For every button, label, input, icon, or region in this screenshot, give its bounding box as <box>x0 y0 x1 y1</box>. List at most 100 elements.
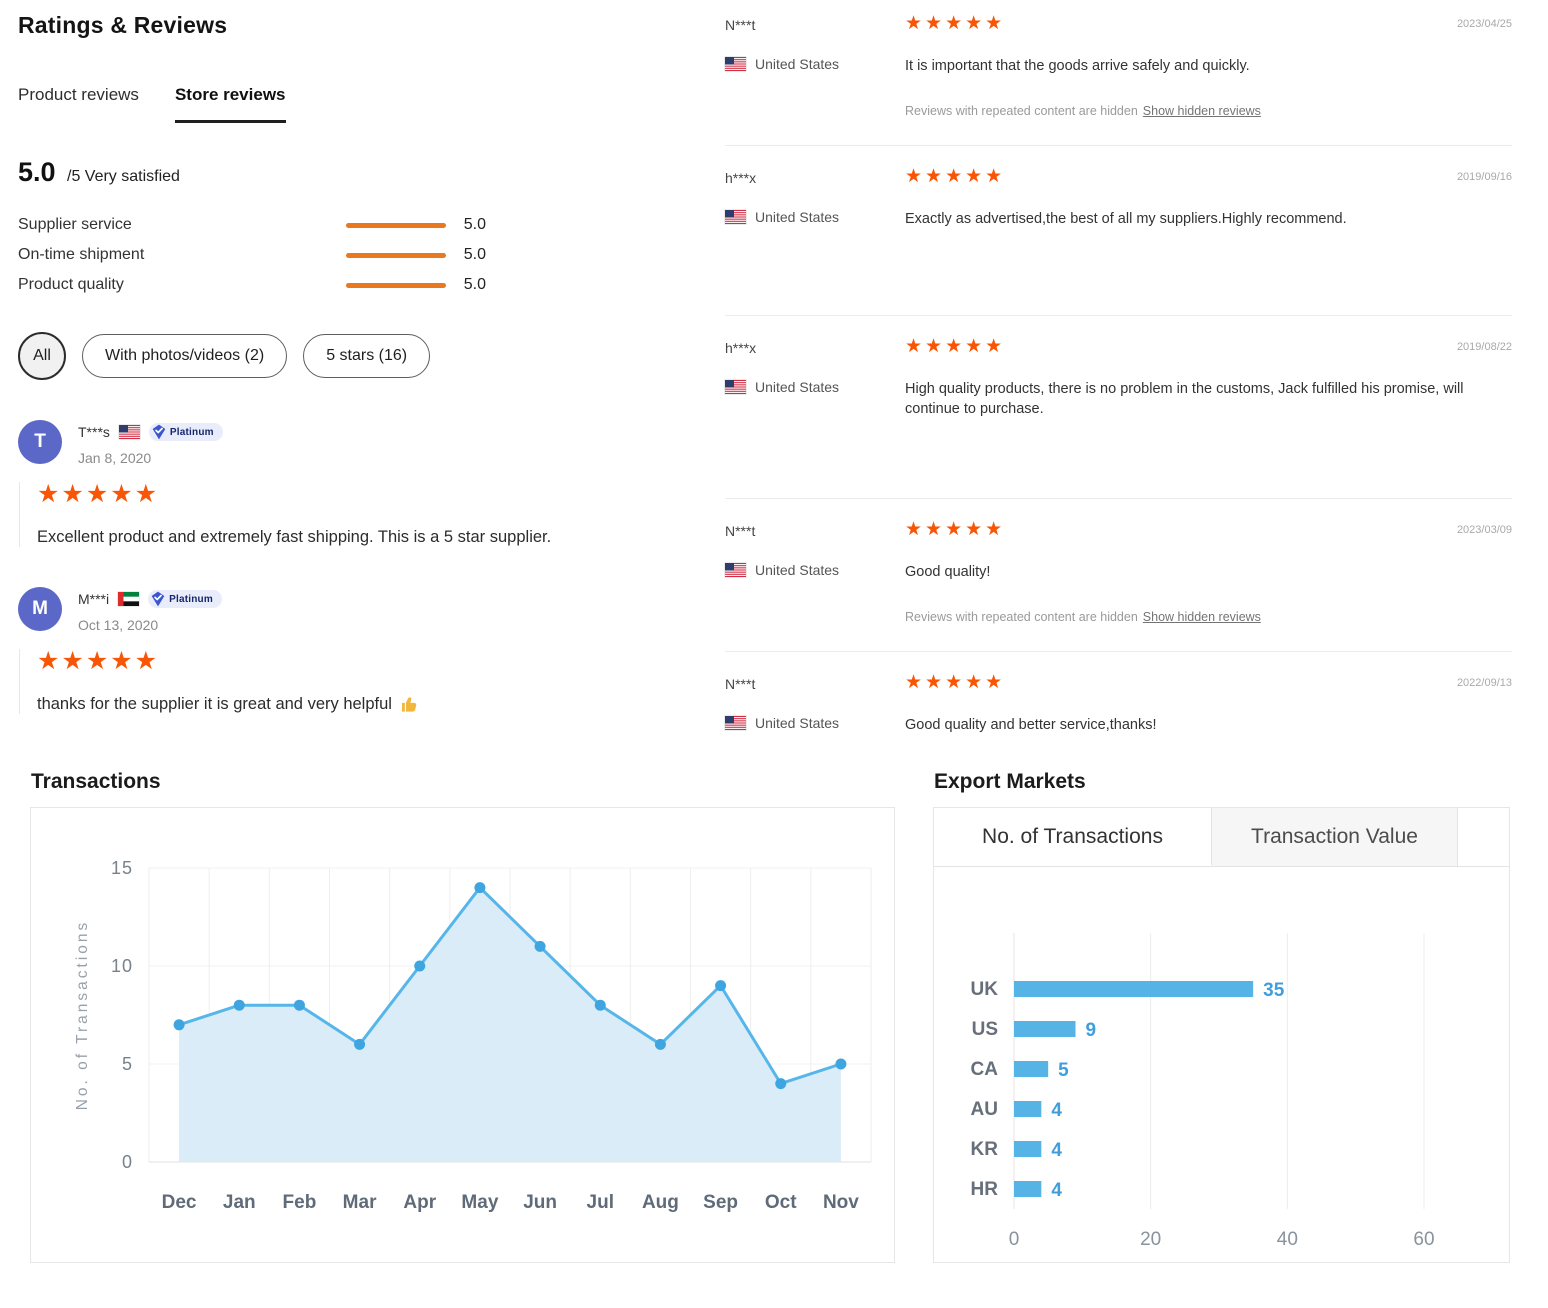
review-item: h***x ★★★★★ 2019/08/22 United States Hig… <box>725 316 1512 500</box>
review-date: 2023/04/25 <box>1456 18 1512 30</box>
svg-text:Jun: Jun <box>523 1192 557 1213</box>
hidden-reviews-note: Reviews with repeated content are hidden <box>905 104 1138 119</box>
svg-text:0: 0 <box>122 1152 133 1172</box>
svg-text:20: 20 <box>1140 1229 1161 1250</box>
svg-text:CA: CA <box>971 1059 999 1080</box>
bar-value-label: 35 <box>1263 980 1285 1001</box>
review-body: ★★★★★ Excellent product and extremely fa… <box>19 482 708 547</box>
metric-on-time-shipment: On-time shipment 5.0 <box>18 240 486 270</box>
svg-text:UK: UK <box>971 979 999 1000</box>
show-hidden-reviews-link[interactable]: Show hidden reviews <box>1142 104 1261 119</box>
bar-hr <box>1014 1181 1042 1197</box>
us-flag-icon <box>725 716 746 731</box>
review-item: T T***s Platinum Jan 8, 2020 ★★★★★ Ex <box>18 420 708 547</box>
data-point <box>173 1019 185 1031</box>
metric-supplier-service: Supplier service 5.0 <box>18 210 486 240</box>
svg-text:Oct: Oct <box>765 1192 797 1213</box>
reviewer-country-row: United States <box>725 562 905 578</box>
reviewer-name: h***x <box>725 170 757 187</box>
svg-text:40: 40 <box>1277 1229 1298 1250</box>
reviewer-country: United States <box>755 562 840 579</box>
review-text: Good quality and better service,thanks! <box>905 717 1157 734</box>
bar-uk <box>1014 981 1254 997</box>
data-point <box>233 999 245 1011</box>
data-point <box>534 940 546 952</box>
review-item: M M***i Platinum Oct 13, 2020 ★★★★★ t <box>18 587 708 714</box>
reviewer-country-row: United States <box>725 209 905 225</box>
review-date: 2023/03/09 <box>1456 524 1512 537</box>
filter-chip-photos-videos[interactable]: With photos/videos (2) <box>82 334 288 378</box>
bar-value-label: 4 <box>1051 1180 1062 1201</box>
data-point <box>715 980 727 992</box>
tab-product-reviews[interactable]: Product reviews <box>18 85 139 104</box>
transactions-plot-svg: 0 5 10 15 Dec Jan Feb Mar Apr May Jun Jul Aug Sep Oct N… <box>74 858 872 1213</box>
review-text: Excellent product and extremely fast shi… <box>37 528 708 547</box>
reviewer-name: N***t <box>725 676 756 693</box>
tab-transaction-value[interactable]: Transaction Value <box>1212 808 1458 866</box>
svg-text:US: US <box>972 1019 998 1040</box>
reviewer-country: United States <box>755 56 840 72</box>
review-date: 2019/08/22 <box>1456 340 1512 353</box>
us-flag-icon <box>725 210 746 225</box>
transactions-section: Transactions 0 5 10 15 Dec Jan Feb Mar Apr May Jun… <box>30 770 895 1263</box>
export-markets-chart: No. of Transactions Transaction Value 0 2… <box>933 807 1510 1263</box>
svg-text:AU: AU <box>971 1099 998 1120</box>
us-flag-icon <box>118 425 140 439</box>
ratings-panel: Ratings & Reviews Product reviews Store … <box>18 12 708 714</box>
us-flag-icon <box>725 57 746 71</box>
review-header: M M***i Platinum Oct 13, 2020 <box>18 587 708 633</box>
review-item: N***t ★★★★★ 2023/03/09 United States Goo… <box>725 499 1512 653</box>
data-point <box>414 960 426 972</box>
review-date: Jan 8, 2020 <box>78 450 152 466</box>
bar-value-label: 5 <box>1058 1060 1069 1081</box>
hidden-reviews-row: Reviews with repeated content are hidden… <box>905 104 1512 118</box>
filter-chip-5-stars[interactable]: 5 stars (16) <box>303 334 431 378</box>
data-point <box>654 1038 666 1050</box>
svg-text:60: 60 <box>1413 1229 1434 1250</box>
review-text: Exactly as advertised,the best of all my… <box>905 211 1347 228</box>
review-item: h***x ★★★★★ 2019/09/16 United States Exa… <box>725 146 1512 316</box>
metric-bar <box>346 252 446 258</box>
review-text-content: Excellent product and extremely fast shi… <box>37 528 552 546</box>
metric-label: Product quality <box>18 276 124 293</box>
svg-text:Feb: Feb <box>283 1192 317 1213</box>
rating-metrics: Supplier service 5.0 On-time shipment 5.… <box>18 210 486 300</box>
data-point <box>835 1058 847 1070</box>
export-plot-svg: 0 20 40 60 UK 35 US 9 CA 5 AU 4 KR 4 HR 4 <box>971 933 1435 1250</box>
export-markets-title: Export Markets <box>934 770 1086 793</box>
show-hidden-reviews-link[interactable]: Show hidden reviews <box>1142 610 1261 625</box>
bar-value-label: 9 <box>1086 1020 1097 1041</box>
review-tabs: Product reviews Store reviews <box>18 85 708 123</box>
bar-kr <box>1014 1141 1042 1157</box>
metric-product-quality: Product quality 5.0 <box>18 270 486 300</box>
bar-value-label: 4 <box>1051 1140 1062 1161</box>
filter-chip-all[interactable]: All <box>18 332 66 380</box>
tab-no-of-transactions[interactable]: No. of Transactions <box>934 808 1212 866</box>
svg-text:5: 5 <box>122 1054 133 1074</box>
data-point <box>354 1038 366 1050</box>
svg-text:Dec: Dec <box>162 1192 197 1213</box>
platinum-shield-icon <box>151 591 165 607</box>
tab-store-reviews[interactable]: Store reviews <box>174 85 286 123</box>
thumbs-up-icon <box>401 697 417 712</box>
reviewer-country: United States <box>755 715 840 732</box>
filter-chips: All With photos/videos (2) 5 stars (16) <box>18 332 708 380</box>
star-rating: ★★★★★ <box>905 672 1006 694</box>
metric-value: 5.0 <box>463 246 486 263</box>
data-point <box>594 999 606 1011</box>
data-point <box>474 882 486 894</box>
transactions-ylabel: No. of Transactions <box>74 920 91 1111</box>
data-point <box>775 1078 787 1090</box>
star-rating: ★★★★★ <box>905 519 1006 541</box>
transactions-title: Transactions <box>31 770 161 793</box>
reviewer-name: M***i <box>78 591 110 607</box>
metric-label: On-time shipment <box>18 246 145 263</box>
platinum-badge: Platinum <box>148 423 223 441</box>
overall-score: 5.0 /5 Very satisfied <box>18 157 708 188</box>
score-value: 5.0 <box>18 157 56 187</box>
export-chart-tabs: No. of Transactions Transaction Value <box>934 808 1509 867</box>
reviewer-name: T***s <box>78 424 110 440</box>
review-header: T T***s Platinum Jan 8, 2020 <box>18 420 708 466</box>
svg-text:15: 15 <box>111 858 133 878</box>
bar-ca <box>1014 1061 1049 1077</box>
